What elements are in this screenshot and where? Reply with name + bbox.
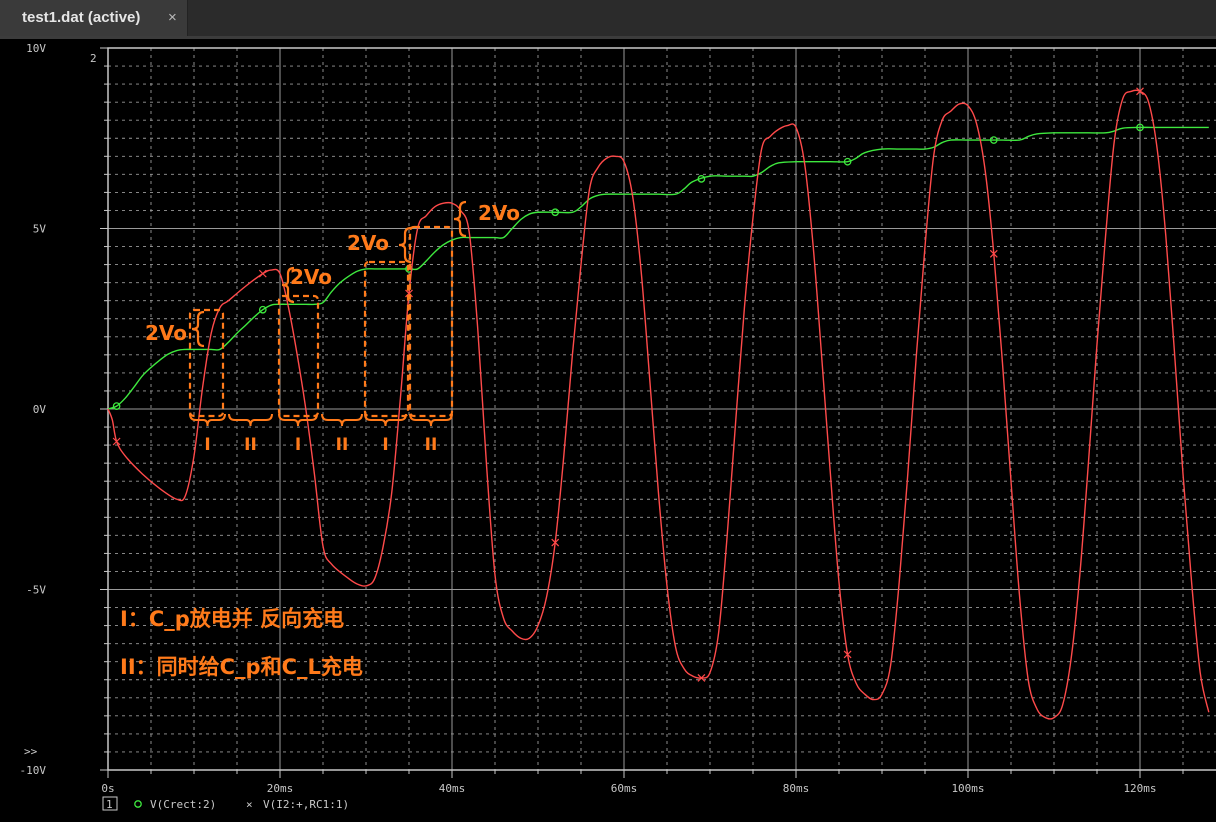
interval-label: II xyxy=(336,435,349,455)
marker-stroke xyxy=(112,437,121,446)
series-point-crect xyxy=(551,208,560,217)
legend-trace-i2-rc1[interactable]: V(I2:+,RC1:1) xyxy=(263,798,349,811)
tab-test1-dat[interactable]: test1.dat (active) × xyxy=(0,0,188,36)
marker-stroke xyxy=(697,674,706,682)
plot-grid xyxy=(108,48,1216,770)
marker-stroke xyxy=(551,538,560,547)
interval-underbrace xyxy=(278,413,318,427)
series-point-crect xyxy=(112,402,121,410)
legend-x-marker: × xyxy=(246,798,253,811)
series-point-i2-rc1 xyxy=(697,674,706,682)
annotation-legend-i: I：C_p放电并 反向充电 xyxy=(120,607,344,631)
x-tick-label: 0s xyxy=(101,782,114,795)
series-point-crect xyxy=(843,157,852,166)
interval-dashed-box xyxy=(408,225,454,418)
marker-stroke xyxy=(258,269,267,278)
series-point-i2-rc1 xyxy=(989,249,998,258)
y-tick-label: -10V xyxy=(20,764,47,777)
series-line-i2-rc1 xyxy=(107,89,1210,720)
y-tick-label: -5V xyxy=(26,584,46,597)
interval-dashed-box xyxy=(277,294,320,418)
interval-underbrace xyxy=(364,413,407,427)
y-tick-label: 10V xyxy=(26,42,46,55)
x-tick-label: 60ms xyxy=(611,782,638,795)
interval-label: I xyxy=(295,435,301,455)
interval-underbrace xyxy=(228,413,273,427)
marker-stroke xyxy=(843,650,852,659)
legend-circle-marker xyxy=(134,800,142,808)
series-point-i2-rc1 xyxy=(112,437,121,446)
trace-legend: 1 V(Crect:2) × V(I2:+,RC1:1) xyxy=(102,796,349,811)
marker-stroke xyxy=(989,249,998,258)
legend-plot-box[interactable] xyxy=(102,796,118,811)
bracket-label-2vo: 2Vo xyxy=(290,265,332,289)
x-tick-label: 80ms xyxy=(783,782,810,795)
bracket-label-2vo: 2Vo xyxy=(347,231,389,255)
legend-trace-crect[interactable]: V(Crect:2) xyxy=(150,798,216,811)
series-point-crect xyxy=(258,305,267,314)
interval-label: I xyxy=(204,435,210,455)
y-tick-label: 0V xyxy=(33,403,47,416)
series-point-i2-rc1 xyxy=(551,538,560,547)
interval-dashed-box xyxy=(188,308,225,418)
interval-underbrace xyxy=(189,413,226,427)
brace-mark xyxy=(398,226,412,264)
series-layer xyxy=(107,87,1210,720)
brace-mark xyxy=(453,200,467,238)
bracket-label-2vo: 2Vo xyxy=(478,201,520,225)
plot-number-label: 2 xyxy=(90,52,97,65)
more-indicator[interactable]: >> xyxy=(24,745,38,758)
x-tick-label: 40ms xyxy=(439,782,466,795)
y-axis: 10V 5V 0V -5V -10V xyxy=(20,42,108,777)
series-point-crect xyxy=(697,175,706,183)
interval-label: I xyxy=(382,435,388,455)
y-tick-label: 5V xyxy=(33,223,47,236)
tab-close-icon[interactable]: × xyxy=(168,9,177,26)
interval-underbrace xyxy=(321,413,363,427)
brace-mark xyxy=(281,266,295,304)
x-axis: 0s 20ms 40ms 60ms 80ms 100ms 120ms xyxy=(101,770,1184,795)
annotation-legend-ii: II：同时给C_p和C_L充电 xyxy=(120,655,363,679)
interval-dashed-box xyxy=(363,260,410,418)
interval-label: II xyxy=(425,435,438,455)
x-tick-label: 120ms xyxy=(1123,782,1156,795)
interval-underbrace xyxy=(409,413,453,427)
series-point-i2-rc1 xyxy=(843,650,852,659)
marker-stroke xyxy=(1136,87,1144,96)
series-point-crect xyxy=(1136,123,1144,132)
series-line-crect xyxy=(107,126,1209,410)
interval-label: II xyxy=(244,435,257,455)
tab-bar: test1.dat (active) × xyxy=(0,0,1216,39)
x-tick-label: 20ms xyxy=(267,782,294,795)
legend-plot-number: 1 xyxy=(106,798,113,811)
brace-mark xyxy=(191,310,205,348)
tab-title: test1.dat (active) xyxy=(22,9,141,26)
series-point-crect xyxy=(989,136,998,144)
x-tick-label: 100ms xyxy=(951,782,984,795)
series-point-i2-rc1 xyxy=(1136,87,1144,96)
series-point-i2-rc1 xyxy=(258,269,267,278)
bracket-label-2vo: 2Vo xyxy=(145,321,187,345)
